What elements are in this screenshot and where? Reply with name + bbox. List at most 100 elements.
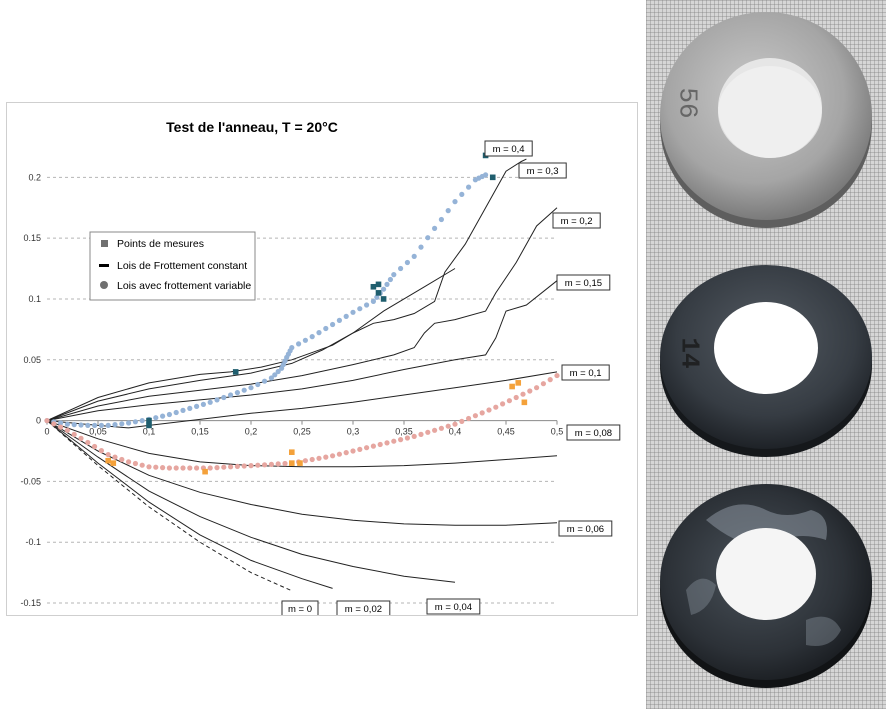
variable-friction-point [391,272,397,278]
y-tick-label: -0.1 [25,537,41,547]
variable-friction-point [132,419,138,425]
variable-friction-point [330,321,336,328]
measured-points [105,150,528,475]
variable-friction-point [309,334,315,340]
variable-friction-point [554,372,560,379]
variable-friction-point [214,397,220,403]
variable-friction-point [126,420,132,426]
variable-friction-point [309,456,315,463]
variable-friction-point [506,398,512,404]
variable-friction-point [153,464,159,470]
chart-panel: Test de l'anneau, T = 20°C -0.15 -0.1 -0.0… [6,102,638,616]
variable-friction-point [282,460,288,467]
variable-friction-point [500,401,506,407]
constant-friction-curve [46,420,293,592]
variable-friction-point [51,421,57,427]
variable-friction-point [78,422,84,428]
y-tick-label: 0 [36,416,41,426]
variable-friction-point [452,199,458,205]
tick-labels: -0.15 -0.1 -0.05 0 0.05 0.1 0.15 0.2 0 0,05 0,1 0,1… [20,172,563,608]
variable-friction-point [262,462,268,468]
variable-friction-point [200,401,206,407]
curve-label: m = 0,04 [426,598,481,615]
x-tick-label: 0,2 [245,427,258,437]
variable-friction-points [44,172,560,471]
variable-friction-point [438,425,444,431]
variable-friction-point [357,446,363,452]
measured-point [509,383,515,390]
curve-label-box [566,424,621,441]
variable-friction-point [173,465,179,471]
variable-friction-point [228,392,234,398]
variable-friction-point [98,448,104,454]
legend-line-marker [99,264,109,267]
variable-friction-point [78,435,84,441]
curve-label: m = 0,3 [518,162,567,179]
variable-friction-point [370,443,376,449]
variable-friction-point [350,309,356,315]
curve-label-text: m = 0,1 [570,368,602,379]
variable-friction-point [268,375,274,381]
variable-friction-point [425,429,431,435]
variable-friction-point [404,259,410,266]
variable-friction-point [275,368,281,375]
curve-label-text: m = 0,3 [527,166,559,177]
variable-friction-point [432,225,438,231]
variable-friction-point [241,387,247,393]
variable-friction-point [445,208,451,214]
variable-friction-point [268,461,274,467]
curve-label-box [556,274,611,291]
variable-friction-point [302,337,308,343]
variable-friction-point [105,422,111,428]
x-tick-label: 0,05 [89,427,107,437]
constant-friction-curve [46,280,558,422]
variable-friction-point [466,415,472,422]
variable-friction-point [527,388,533,394]
variable-friction-point [432,427,438,433]
legend-box [89,231,256,301]
variable-friction-point [207,399,213,405]
measured-point [146,422,152,429]
variable-friction-point [275,461,281,467]
variable-friction-point [92,443,98,450]
curve-labels: m = 0,4m = 0,3 m = 0,2 m = 0,15 m = 0,1 m = … [281,140,621,615]
chart-title: Test de l'anneau, T = 20°C [166,119,338,135]
variable-friction-point [64,421,70,427]
variable-friction-point [126,459,132,465]
variable-friction-point [398,265,404,272]
measured-point [146,417,152,424]
variable-friction-point [139,462,145,468]
variable-friction-point [483,172,489,178]
variable-friction-point [64,427,70,433]
constant-friction-curves [46,158,558,592]
variable-friction-point [493,404,499,410]
variable-friction-point [153,415,159,421]
curve-label-box [484,140,533,157]
x-tick-label: 0,45 [497,427,515,437]
x-tick-label: 0,35 [395,427,413,437]
x-tick-label: 0,15 [191,427,209,437]
variable-friction-point [207,465,213,471]
rings-photo [660,12,872,688]
variable-friction-point [381,286,387,292]
variable-friction-point [173,409,179,416]
variable-friction-point [255,381,261,388]
variable-friction-point [234,390,240,396]
variable-friction-point [330,453,336,459]
measured-point [375,290,382,296]
variable-friction-point [479,410,485,416]
variable-friction-point [255,462,261,468]
variable-friction-point [112,422,118,428]
x-tick-label: 0,25 [293,427,311,437]
curve-label-box [426,598,481,615]
variable-friction-point [513,394,519,401]
curve-label-text: m = 0,08 [575,428,612,439]
ring-top [660,12,872,228]
curve-label: m = 0,4 [484,140,533,157]
variable-friction-point [166,465,172,471]
variable-friction-point [387,276,393,283]
variable-friction-point [466,184,472,190]
curve-label-text: m = 0,02 [345,604,382,615]
variable-friction-point [364,445,370,451]
variable-friction-point [520,391,526,397]
